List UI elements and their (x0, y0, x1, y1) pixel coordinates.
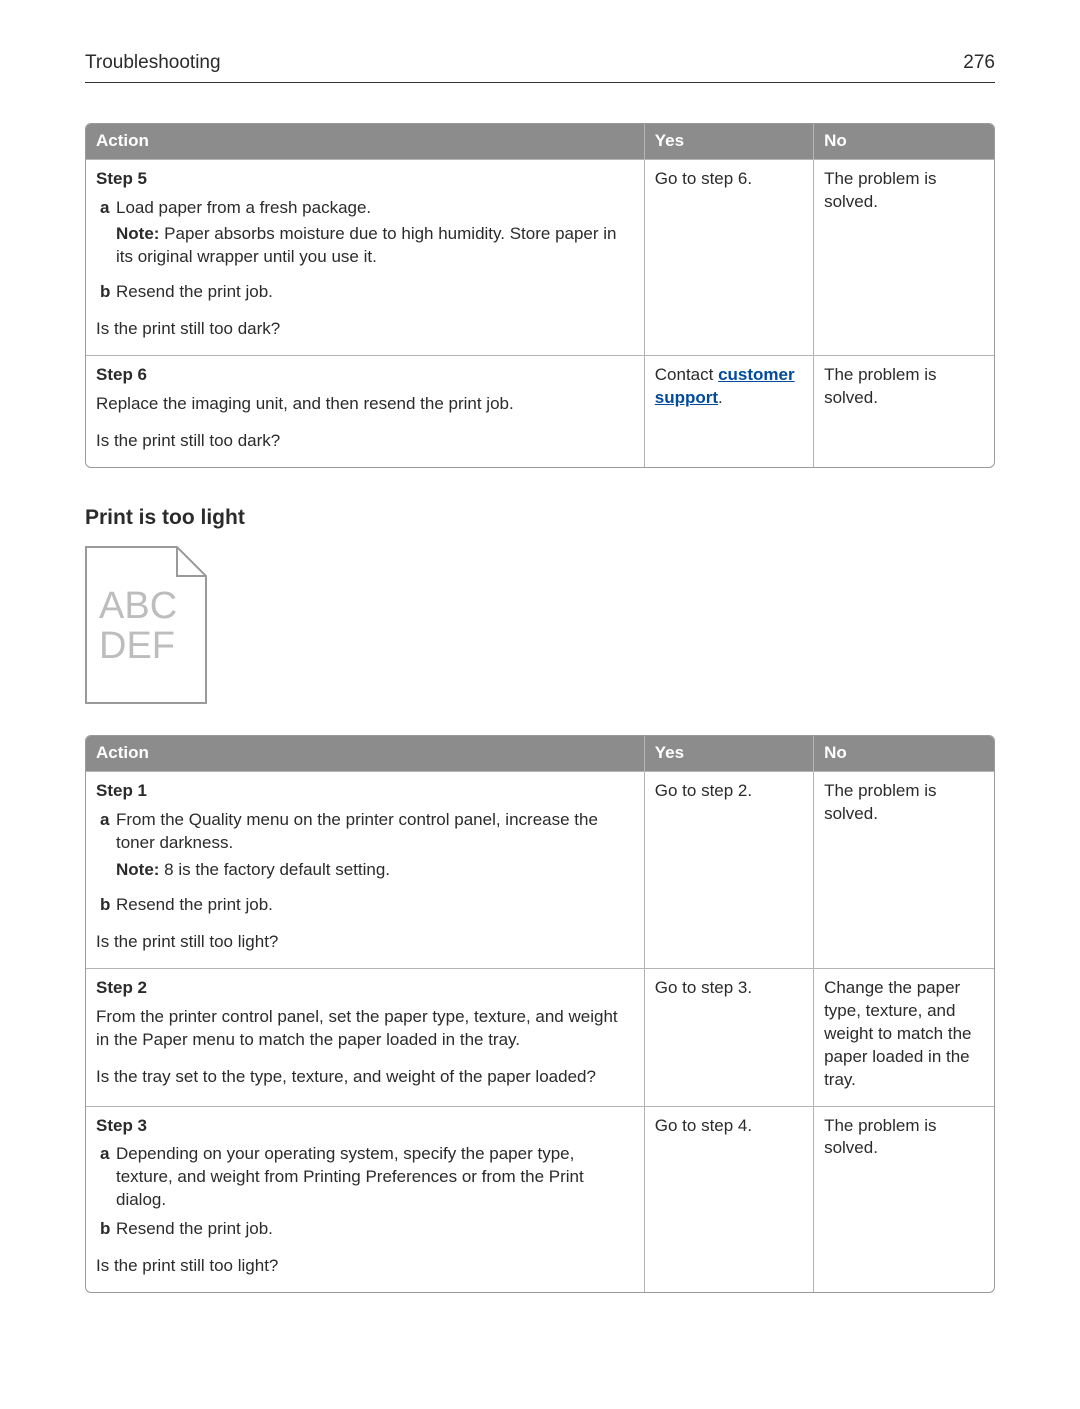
step-label: Step 3 (96, 1115, 634, 1138)
list-marker: b (96, 1218, 116, 1241)
note-text: Paper absorbs moisture due to high humid… (116, 224, 617, 266)
col-yes: Yes (645, 736, 814, 771)
list-text: Load paper from a fresh package. (116, 198, 371, 217)
step-question: Is the tray set to the type, texture, an… (96, 1066, 634, 1089)
note-prefix: Note: (116, 860, 159, 879)
step-label: Step 6 (96, 364, 634, 387)
yes-cell: Go to step 4. (645, 1106, 814, 1293)
troubleshoot-table-light: Action Yes No Step 1 a From the Quality … (85, 735, 995, 1293)
yes-cell: Go to step 3. (645, 968, 814, 1106)
list-item: b Resend the print job. (96, 1218, 634, 1241)
col-no: No (814, 124, 994, 159)
col-no: No (814, 736, 994, 771)
list-marker: b (96, 281, 116, 304)
list-item: a From the Quality menu on the printer c… (96, 809, 634, 888)
yes-cell: Go to step 2. (645, 771, 814, 968)
list-marker: a (96, 809, 116, 888)
col-action: Action (86, 736, 645, 771)
print-light-icon: ABC DEF (85, 546, 995, 711)
list-text: Depending on your operating system, spec… (116, 1144, 584, 1209)
yes-cell: Contact customer support. (645, 355, 814, 467)
list-item: b Resend the print job. (96, 894, 634, 917)
section-heading: Print is too light (85, 504, 995, 532)
yes-prefix: Contact (655, 365, 718, 384)
no-cell: The problem is solved. (814, 159, 994, 356)
step-question: Is the print still too light? (96, 1255, 634, 1278)
step-question: Is the print still too dark? (96, 318, 634, 341)
table-row: Step 3 a Depending on your operating sys… (86, 1106, 994, 1293)
icon-line1: ABC (99, 585, 177, 627)
col-action: Action (86, 124, 645, 159)
list-text: Resend the print job. (116, 895, 273, 914)
list-item: b Resend the print job. (96, 281, 634, 304)
troubleshoot-table-dark: Action Yes No Step 5 a Load paper from a… (85, 123, 995, 468)
step-text: Replace the imaging unit, and then resen… (96, 393, 634, 416)
no-cell: The problem is solved. (814, 771, 994, 968)
table-header-row: Action Yes No (86, 736, 994, 771)
list-marker: a (96, 1143, 116, 1212)
table-row: Step 1 a From the Quality menu on the pr… (86, 771, 994, 968)
table-row: Step 5 a Load paper from a fresh package… (86, 159, 994, 356)
list-marker: a (96, 197, 116, 276)
note-prefix: Note: (116, 224, 159, 243)
icon-line2: DEF (99, 625, 175, 667)
note-text: 8 is the factory default setting. (159, 860, 390, 879)
step-label: Step 5 (96, 168, 634, 191)
list-text: From the Quality menu on the printer con… (116, 810, 598, 852)
header-title: Troubleshooting (85, 50, 221, 76)
table-header-row: Action Yes No (86, 124, 994, 159)
list-text: Resend the print job. (116, 282, 273, 301)
page-number: 276 (963, 50, 995, 76)
list-item: a Load paper from a fresh package. Note:… (96, 197, 634, 276)
list-text: Resend the print job. (116, 1219, 273, 1238)
no-cell: Change the paper type, texture, and weig… (814, 968, 994, 1106)
step-question: Is the print still too dark? (96, 430, 634, 453)
list-marker: b (96, 894, 116, 917)
col-yes: Yes (645, 124, 814, 159)
page-header: Troubleshooting 276 (85, 50, 995, 83)
yes-suffix: . (718, 388, 723, 407)
step-label: Step 1 (96, 780, 634, 803)
no-cell: The problem is solved. (814, 1106, 994, 1293)
table-row: Step 6 Replace the imaging unit, and the… (86, 355, 994, 467)
list-item: a Depending on your operating system, sp… (96, 1143, 634, 1212)
table-row: Step 2 From the printer control panel, s… (86, 968, 994, 1106)
step-label: Step 2 (96, 977, 634, 1000)
no-cell: The problem is solved. (814, 355, 994, 467)
yes-cell: Go to step 6. (645, 159, 814, 356)
step-question: Is the print still too light? (96, 931, 634, 954)
step-text: From the printer control panel, set the … (96, 1006, 634, 1052)
